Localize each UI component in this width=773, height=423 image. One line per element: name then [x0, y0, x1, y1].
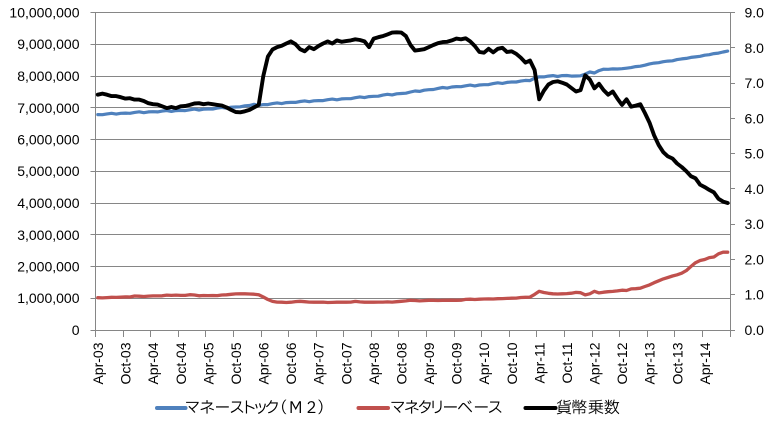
svg-text:Oct-09: Oct-09 [449, 342, 465, 384]
svg-text:Oct-08: Oct-08 [394, 342, 410, 384]
svg-text:1,000,000: 1,000,000 [17, 290, 79, 306]
svg-text:3,000,000: 3,000,000 [17, 227, 79, 243]
svg-text:Apr-04: Apr-04 [145, 342, 161, 384]
svg-text:0: 0 [72, 322, 80, 338]
svg-text:5.0: 5.0 [745, 146, 765, 162]
svg-text:0.0: 0.0 [745, 322, 765, 338]
svg-text:Apr-14: Apr-14 [697, 342, 713, 384]
svg-text:2,000,000: 2,000,000 [17, 259, 79, 275]
svg-text:Oct-13: Oct-13 [669, 342, 685, 384]
svg-text:Oct-07: Oct-07 [338, 342, 354, 384]
svg-text:Apr-13: Apr-13 [642, 342, 658, 384]
svg-text:6,000,000: 6,000,000 [17, 132, 79, 148]
svg-text:Oct-11: Oct-11 [559, 342, 575, 383]
svg-text:Oct-04: Oct-04 [173, 342, 189, 384]
svg-text:10,000,000: 10,000,000 [9, 5, 79, 21]
svg-text:9.0: 9.0 [745, 5, 765, 21]
svg-text:Oct-03: Oct-03 [118, 342, 134, 384]
svg-text:Apr-06: Apr-06 [256, 342, 272, 384]
svg-text:Apr-11: Apr-11 [531, 342, 547, 383]
svg-text:6.0: 6.0 [745, 110, 765, 126]
svg-text:Apr-08: Apr-08 [366, 342, 382, 384]
svg-text:Apr-12: Apr-12 [587, 342, 603, 384]
svg-text:Oct-06: Oct-06 [283, 342, 299, 384]
svg-text:Apr-05: Apr-05 [200, 342, 216, 384]
svg-text:Oct-05: Oct-05 [228, 342, 244, 384]
svg-text:Apr-09: Apr-09 [421, 342, 437, 384]
svg-text:Apr-03: Apr-03 [90, 342, 106, 384]
svg-text:5,000,000: 5,000,000 [17, 163, 79, 179]
svg-text:7,000,000: 7,000,000 [17, 100, 79, 116]
svg-text:1.0: 1.0 [745, 287, 765, 303]
svg-text:9,000,000: 9,000,000 [17, 36, 79, 52]
svg-text:8.0: 8.0 [745, 40, 765, 56]
svg-text:Oct-12: Oct-12 [614, 342, 630, 384]
svg-text:2.0: 2.0 [745, 251, 765, 267]
svg-text:4.0: 4.0 [745, 181, 765, 197]
svg-text:Oct-10: Oct-10 [504, 342, 520, 384]
svg-text:4,000,000: 4,000,000 [17, 195, 79, 211]
svg-text:Apr-07: Apr-07 [311, 342, 327, 384]
svg-text:Apr-10: Apr-10 [476, 342, 492, 384]
svg-text:3.0: 3.0 [745, 216, 765, 232]
svg-text:7.0: 7.0 [745, 75, 765, 91]
svg-text:8,000,000: 8,000,000 [17, 68, 79, 84]
